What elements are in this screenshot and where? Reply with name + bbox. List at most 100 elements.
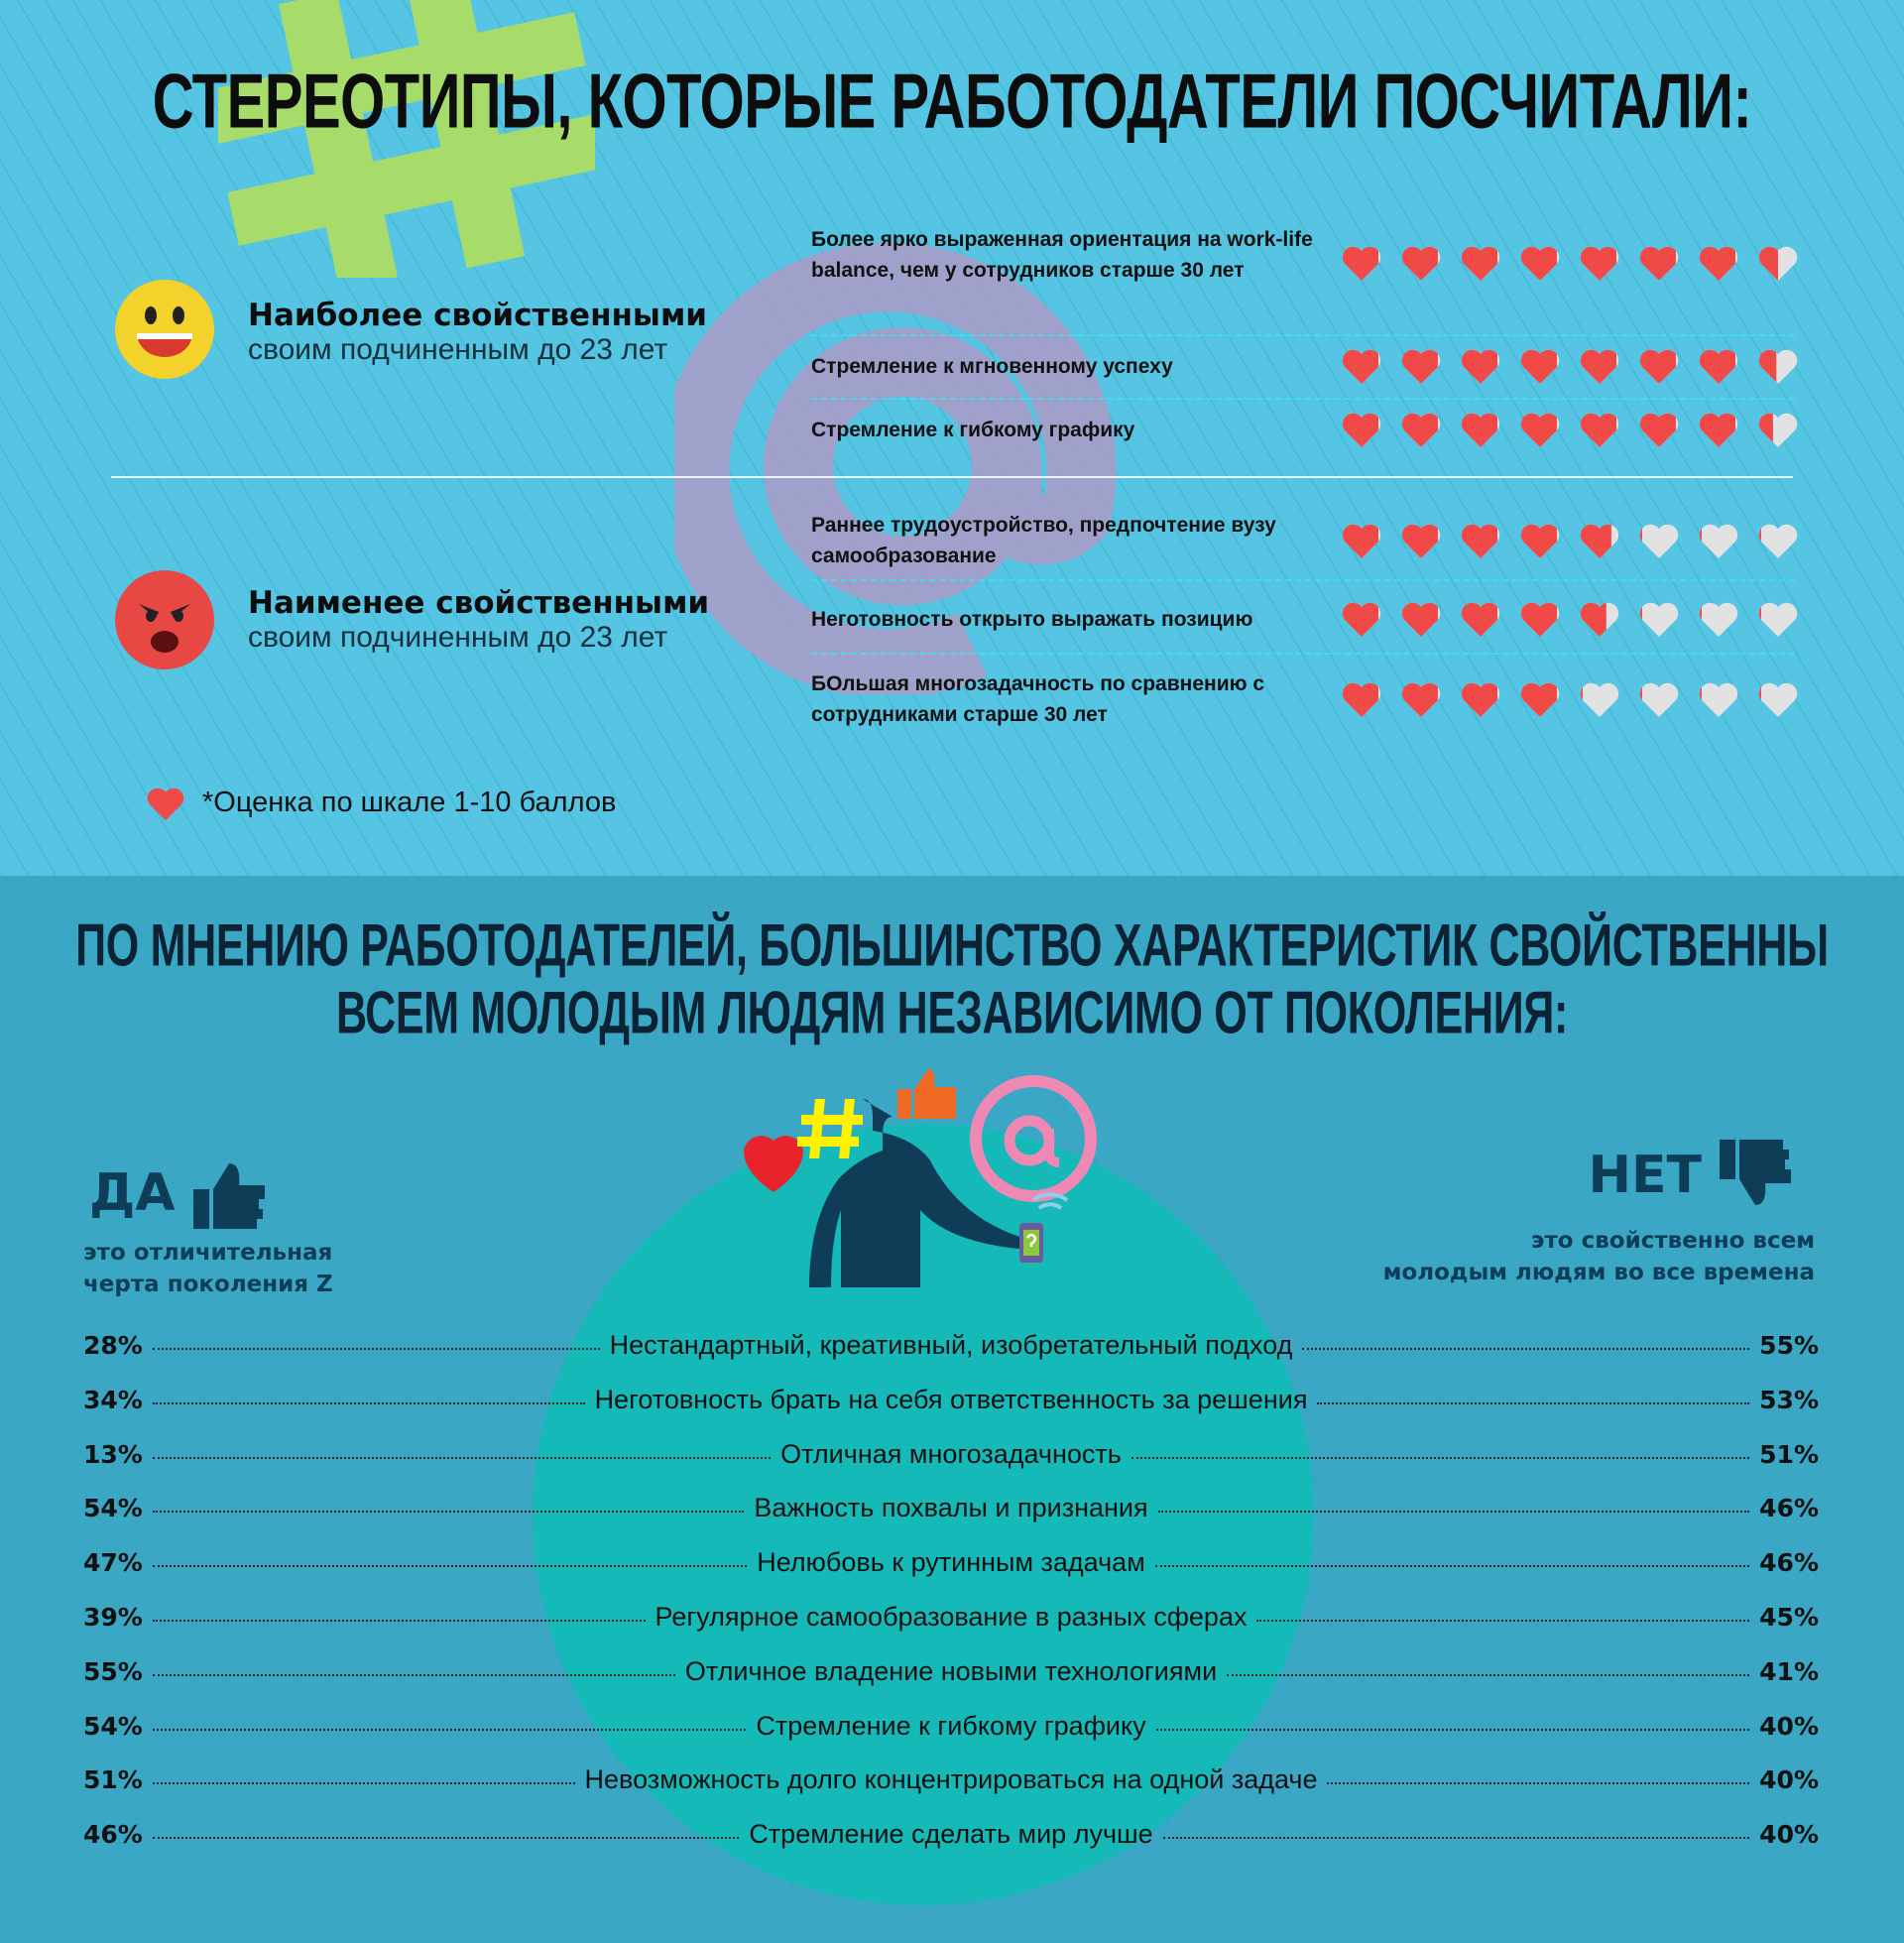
dot-leader	[1155, 1728, 1750, 1731]
characteristics-section: ПО МНЕНИЮ РАБОТОДАТЕЛЕЙ, БОЛЬШИНСТВО ХАР…	[0, 876, 1904, 1943]
thumbs-up-icon	[192, 1163, 265, 1229]
heart-icon	[1401, 246, 1441, 281]
table-row: 54% Стремление к гибкому графику 40%	[83, 1711, 1819, 1751]
heart-icon	[1699, 349, 1738, 384]
heart-icon	[1520, 602, 1560, 637]
stereotype-label: Неготовность открыто выражать позицию	[811, 608, 1253, 631]
heart-icon	[1580, 682, 1619, 717]
heart-icon	[1580, 349, 1619, 384]
section-title-line1: ПО МНЕНИЮ РАБОТОДАТЕЛЕЙ, БОЛЬШИНСТВО ХАР…	[75, 912, 1829, 980]
no-header: НЕТ	[1588, 1136, 1795, 1215]
yes-percent: 39%	[83, 1603, 143, 1632]
no-description: это свойственно всем молодым людям во вс…	[1383, 1225, 1815, 1288]
row-divider	[811, 653, 1795, 655]
heart-icon	[1699, 246, 1738, 281]
yes-percent: 34%	[83, 1385, 143, 1414]
heart-icon	[1758, 349, 1798, 384]
heart-icon	[1580, 413, 1619, 447]
heart-icon	[1580, 602, 1619, 637]
row-divider	[811, 398, 1795, 400]
characteristic-label: Регулярное самообразование в разных сфер…	[654, 1602, 1248, 1632]
group-heading: Наиболее свойственными	[248, 298, 708, 333]
group-subheading: своим подчиненным до 23 лет	[248, 333, 668, 366]
group-least: Наименее свойственными своим подчиненным…	[248, 585, 709, 655]
happy-face-icon	[115, 280, 214, 379]
group-subheading: своим подчиненным до 23 лет	[248, 621, 668, 654]
stereotypes-section: СТЕРЕОТИПЫ, КОТОРЫЕ РАБОТОДАТЕЛИ ПОСЧИТА…	[0, 0, 1904, 876]
no-percent: 46%	[1759, 1494, 1820, 1523]
heart-icon	[1461, 349, 1500, 384]
heart-icon	[1520, 349, 1560, 384]
heart-icon	[1639, 682, 1679, 717]
characteristic-label: Нелюбовь к рутинным задачам	[757, 1547, 1145, 1578]
heart-icon	[1401, 413, 1441, 447]
heart-icon	[1401, 682, 1441, 717]
heart-icon	[1461, 682, 1500, 717]
characteristic-label: Важность похвалы и признания	[754, 1493, 1148, 1523]
heart-icon	[1461, 524, 1500, 558]
dot-leader	[1256, 1620, 1750, 1622]
group-most: Наиболее свойственными своим подчиненным…	[248, 298, 707, 367]
at-sign-decoration-icon	[674, 242, 1117, 694]
characteristic-label: Стремление сделать мир лучше	[749, 1819, 1153, 1850]
no-desc-line: это свойственно всем	[1530, 1228, 1815, 1254]
no-percent: 41%	[1759, 1656, 1819, 1686]
no-percent: 40%	[1759, 1711, 1819, 1741]
characteristic-label: Нестандартный, креативный, изобретательн…	[609, 1330, 1293, 1360]
heart-icon	[1401, 602, 1441, 637]
no-percent: 53%	[1759, 1385, 1819, 1414]
dot-leader	[1227, 1673, 1750, 1676]
heart-icon	[1461, 246, 1500, 281]
row-divider	[811, 579, 1795, 581]
heart-icon	[1342, 349, 1381, 384]
group-heading: Наименее свойственными	[248, 585, 710, 621]
no-percent: 40%	[1759, 1765, 1819, 1795]
yes-percent: 47%	[83, 1548, 143, 1578]
heart-rating	[1341, 348, 1799, 386]
yes-percent: 13%	[83, 1439, 143, 1469]
dot-leader	[1327, 1782, 1750, 1785]
heart-icon	[1342, 682, 1381, 717]
heart-icon	[1342, 413, 1381, 447]
heart-rating	[1341, 523, 1799, 560]
table-row: 13% Отличная многозадачность 51%	[83, 1439, 1819, 1479]
stereotype-label: Раннее трудоустройство, предпочтение вуз…	[811, 514, 1276, 567]
dot-leader	[152, 1782, 575, 1785]
table-row: 28% Нестандартный, креативный, изобретате…	[83, 1330, 1819, 1370]
heart-icon	[1401, 524, 1441, 558]
table-row: 54% Важность похвалы и признания 46%	[83, 1493, 1819, 1532]
heart-icon	[1639, 602, 1679, 637]
no-desc-line: молодым людям во все времена	[1382, 1260, 1815, 1285]
yes-percent: 46%	[83, 1820, 143, 1850]
dot-leader	[152, 1348, 600, 1350]
heart-rating	[1341, 601, 1799, 639]
table-row: 39% Регулярное самообразование в разных с…	[83, 1602, 1819, 1641]
heart-icon	[1639, 246, 1679, 281]
yes-percent: 54%	[83, 1711, 143, 1741]
heart-rating	[1341, 681, 1799, 719]
person-with-phone-illustration	[744, 1069, 1097, 1287]
characteristic-label: Отличное владение новыми технологиями	[684, 1655, 1218, 1686]
table-row: 47% Нелюбовь к рутинным задачам 46%	[83, 1547, 1819, 1587]
no-label: НЕТ	[1588, 1146, 1702, 1205]
yes-header: ДА	[89, 1154, 269, 1233]
dot-leader	[152, 1511, 745, 1514]
characteristic-label: Неготовность брать на себя ответственнос…	[594, 1384, 1308, 1414]
heart-icon	[1580, 524, 1619, 558]
stereotype-label: Стремление к гибкому графику	[811, 419, 1135, 441]
heart-icon	[1699, 602, 1738, 637]
dot-leader	[152, 1401, 585, 1404]
table-row: 34% Неготовность брать на себя ответствен…	[83, 1385, 1819, 1424]
dot-leader	[1302, 1348, 1750, 1350]
heart-icon	[1758, 246, 1798, 281]
dot-leader	[1317, 1401, 1750, 1404]
dot-leader	[152, 1456, 772, 1459]
heart-icon	[1699, 524, 1738, 558]
heart-icon	[1520, 246, 1560, 281]
no-percent: 45%	[1759, 1603, 1819, 1632]
heart-icon	[1461, 602, 1500, 637]
yes-desc-line: это отличительная	[83, 1240, 333, 1266]
table-row: 46% Стремление сделать мир лучше 40%	[83, 1819, 1819, 1859]
yes-percent: 55%	[83, 1656, 143, 1686]
stereotype-label: Стремление к мгновенному успеху	[811, 355, 1173, 378]
